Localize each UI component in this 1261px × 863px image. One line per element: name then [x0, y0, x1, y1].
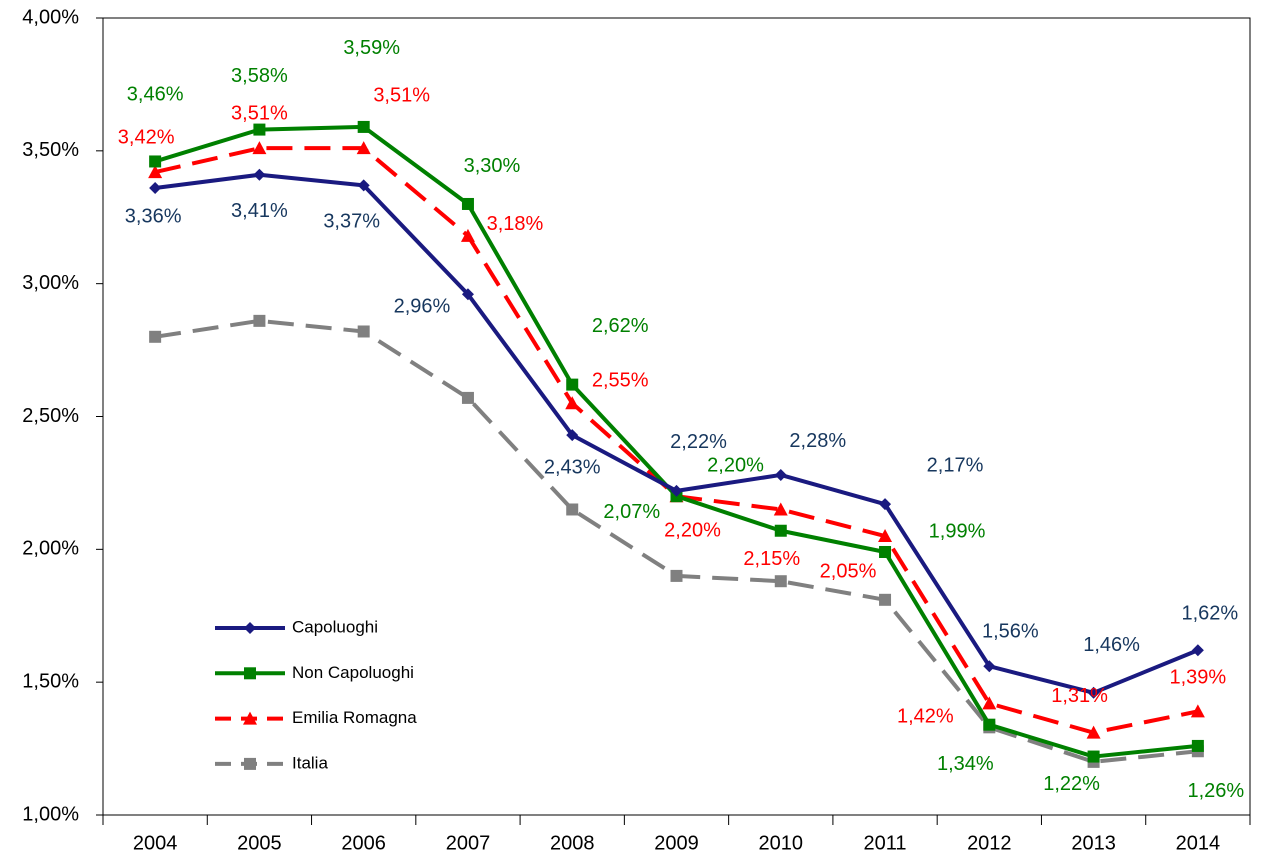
y-tick-label: 3,00%	[22, 272, 79, 294]
data-label: 3,37%	[323, 211, 380, 233]
data-point	[1086, 725, 1101, 739]
data-label: 3,18%	[487, 213, 544, 235]
data-point	[983, 718, 996, 731]
x-tick-label: 2011	[864, 832, 907, 854]
x-tick-label: 2010	[759, 832, 804, 854]
data-label: 2,96%	[394, 296, 451, 318]
data-point	[1191, 644, 1204, 657]
x-tick-label: 2009	[654, 832, 699, 854]
data-label: 1,62%	[1182, 603, 1239, 625]
x-tick-label: 2007	[446, 832, 491, 854]
data-point	[356, 141, 371, 155]
data-label: 2,17%	[927, 454, 984, 476]
legend-label: Emilia Romagna	[292, 708, 417, 727]
y-tick-label: 4,00%	[22, 6, 79, 28]
data-label: 3,41%	[231, 200, 288, 222]
x-tick-label: 2014	[1176, 832, 1221, 854]
data-point	[983, 660, 996, 673]
data-label: 1,31%	[1051, 685, 1108, 707]
data-point	[878, 529, 893, 543]
x-tick-label: 2004	[133, 832, 178, 854]
data-label: 1,39%	[1170, 667, 1227, 689]
data-point	[460, 228, 475, 242]
data-point	[774, 468, 787, 481]
data-point	[565, 396, 580, 410]
data-point	[253, 123, 266, 136]
data-label: 3,51%	[373, 84, 430, 106]
data-point	[773, 502, 788, 516]
legend-marker	[243, 711, 257, 725]
data-label: 2,07%	[603, 501, 660, 523]
data-point	[461, 288, 474, 301]
data-label: 1,22%	[1043, 773, 1100, 795]
data-label: 2,55%	[592, 369, 649, 391]
data-label: 3,36%	[125, 205, 182, 227]
data-label: 2,05%	[820, 560, 877, 582]
data-point	[1087, 686, 1100, 699]
data-point	[1191, 739, 1204, 752]
data-label: 1,42%	[897, 706, 954, 728]
data-label: 2,20%	[664, 519, 721, 541]
data-label: 1,34%	[937, 753, 994, 775]
data-label: 3,51%	[231, 102, 288, 124]
data-label: 3,59%	[343, 37, 400, 59]
data-label: 2,15%	[743, 548, 800, 570]
data-point	[879, 545, 892, 558]
data-point	[566, 503, 579, 516]
data-point	[252, 141, 267, 155]
data-point	[253, 314, 266, 327]
data-label: 1,26%	[1188, 780, 1245, 802]
y-tick-label: 2,00%	[22, 538, 79, 560]
y-tick-label: 1,00%	[22, 803, 79, 825]
legend-label: Italia	[292, 753, 328, 772]
data-point	[566, 429, 579, 442]
data-label: 1,56%	[982, 621, 1039, 643]
legend-marker	[244, 667, 256, 680]
data-point	[253, 168, 266, 181]
x-tick-label: 2008	[550, 832, 595, 854]
data-point	[1190, 704, 1205, 718]
data-point	[357, 120, 370, 133]
data-point	[357, 179, 370, 192]
data-point	[461, 391, 474, 404]
y-tick-label: 3,50%	[22, 139, 79, 161]
data-label: 2,43%	[544, 456, 601, 478]
data-point	[982, 696, 997, 710]
data-point	[149, 330, 162, 343]
y-tick-label: 1,50%	[22, 670, 79, 692]
data-point	[461, 197, 474, 210]
data-label: 3,30%	[464, 155, 521, 177]
data-label: 2,22%	[670, 431, 727, 453]
legend-label: Capoluoghi	[292, 617, 378, 636]
x-tick-label: 2013	[1071, 832, 1116, 854]
data-label: 3,42%	[118, 126, 175, 148]
x-tick-label: 2012	[967, 832, 1012, 854]
x-tick-label: 2005	[237, 832, 282, 854]
data-point	[879, 498, 892, 511]
data-point	[670, 484, 683, 497]
data-point	[879, 593, 892, 606]
legend-marker	[244, 757, 256, 770]
data-label: 2,28%	[789, 430, 846, 452]
x-tick-label: 2006	[341, 832, 386, 854]
data-label: 1,99%	[929, 520, 986, 542]
data-point	[1087, 750, 1100, 763]
data-point	[149, 155, 162, 168]
data-point	[357, 325, 370, 338]
data-point	[774, 575, 787, 588]
data-label: 2,62%	[592, 315, 649, 337]
data-label: 3,46%	[127, 84, 184, 106]
y-tick-label: 2,50%	[22, 405, 79, 427]
legend-marker	[244, 622, 256, 634]
data-point	[774, 524, 787, 537]
data-point	[670, 569, 683, 582]
data-label: 2,20%	[707, 454, 764, 476]
data-label: 3,58%	[231, 65, 288, 87]
data-label: 1,46%	[1083, 634, 1140, 656]
data-point	[148, 165, 163, 179]
data-point	[149, 182, 162, 195]
data-point	[566, 378, 579, 391]
legend-label: Non Capoluoghi	[292, 663, 414, 682]
